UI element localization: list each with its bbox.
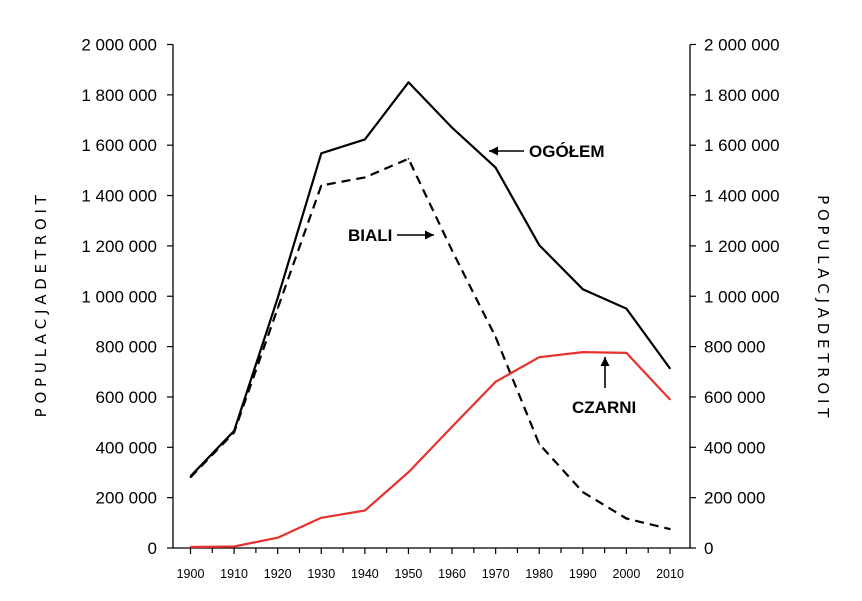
x-tick-label: 2000: [613, 567, 641, 581]
series-line-og-em: [189, 81, 671, 478]
left-y-tick-label: 1 200 000: [81, 237, 157, 256]
y-axis-label-left: P O P U L A C J A D E T R O I T: [32, 194, 50, 417]
data-point-og-em: [538, 244, 541, 246]
data-point-og-em: [407, 81, 410, 84]
x-tick-label: 1920: [264, 567, 292, 581]
data-point-czarni: [669, 398, 671, 401]
data-point-czarni: [494, 381, 497, 383]
right-y-tick-label: 1 600 000: [704, 136, 780, 155]
left-y-tick-label: 1 800 000: [81, 86, 157, 105]
data-point-og-em: [494, 166, 497, 169]
right-y-tick-label: 1 800 000: [704, 86, 780, 105]
data-point-czarni: [625, 352, 628, 354]
left-y-tick-label: 0: [148, 539, 157, 558]
data-point-czarni: [451, 425, 453, 428]
annotation-czarni: CZARNI: [572, 398, 636, 417]
data-point-biali: [625, 517, 628, 520]
data-point-biali: [494, 336, 497, 338]
left-y-tick-label: 600 000: [96, 388, 157, 407]
data-point-biali: [189, 476, 192, 479]
annotation-layer: OGÓŁEM BIALI CZARNI: [348, 142, 636, 417]
x-tick-label: 1900: [177, 567, 205, 581]
data-point-czarni: [582, 351, 584, 353]
data-point-czarni: [407, 471, 410, 474]
x-tick-label: 1940: [351, 567, 379, 581]
right-y-tick-label: 600 000: [704, 388, 765, 407]
right-y-tick-label: 0: [704, 539, 713, 558]
right-y-tick-label: 1 400 000: [704, 187, 780, 206]
data-point-og-em: [625, 307, 628, 310]
x-tick-label: 1990: [569, 567, 597, 581]
x-tick-label: 1970: [482, 567, 510, 581]
left-y-tick-label: 200 000: [96, 489, 157, 508]
data-point-biali: [276, 307, 279, 310]
y-axis-label-right: P O P U L A C J A D E T R O I T: [814, 195, 832, 418]
data-point-og-em: [451, 126, 453, 129]
left-y-tick-label: 400 000: [96, 438, 157, 457]
x-tick-label: 1950: [395, 567, 423, 581]
series-line-czarni: [190, 351, 671, 549]
left-y-tick-label: 800 000: [96, 338, 157, 357]
data-point-czarni: [538, 356, 541, 358]
data-point-czarni: [364, 509, 366, 512]
data-point-biali: [538, 443, 541, 445]
right-y-tick-label: 200 000: [704, 489, 765, 508]
annotation-ogolem: OGÓŁEM: [529, 142, 605, 161]
data-point-czarni: [276, 536, 279, 539]
data-point-og-em: [582, 288, 584, 291]
right-y-tick-label: 1 000 000: [704, 287, 780, 306]
right-y-tick-label: 2 000 000: [704, 36, 780, 55]
data-point-biali: [407, 157, 410, 160]
annotation-biali-arrow-head: [425, 230, 434, 240]
annotation-biali: BIALI: [348, 226, 392, 245]
x-tick-label: 1960: [438, 567, 466, 581]
axes: 0 0 200 000 200 000 400 000 400 000 600 000 600…: [32, 36, 832, 582]
annotation-ogolem-arrow-head: [489, 146, 498, 156]
series-layer: [189, 81, 671, 549]
data-point-biali: [669, 528, 671, 530]
data-point-biali: [451, 249, 453, 252]
series-line-biali: [189, 157, 671, 531]
data-point-og-em: [276, 297, 279, 299]
data-point-og-em: [669, 367, 671, 370]
data-point-biali: [233, 431, 235, 434]
data-point-czarni: [189, 546, 192, 548]
left-y-tick-label: 2 000 000: [81, 36, 157, 55]
x-tick-label: 1930: [307, 567, 335, 581]
data-point-og-em: [364, 138, 366, 141]
left-y-tick-label: 1 600 000: [81, 136, 157, 155]
data-point-biali: [320, 184, 323, 187]
x-tick-label: 1980: [525, 567, 553, 581]
right-y-tick-label: 400 000: [704, 438, 765, 457]
data-point-og-em: [320, 152, 323, 155]
x-tick-label: 1910: [220, 567, 248, 581]
data-point-czarni: [320, 516, 323, 519]
x-tick-label: 2010: [656, 567, 684, 581]
annotation-czarni-arrow-head: [600, 357, 610, 366]
left-y-tick-label: 1 400 000: [81, 187, 157, 206]
left-y-tick-label: 1 000 000: [81, 287, 157, 306]
data-point-biali: [582, 491, 584, 493]
data-point-biali: [364, 176, 366, 179]
data-point-czarni: [233, 545, 235, 548]
right-y-tick-label: 1 200 000: [704, 237, 780, 256]
right-y-tick-label: 800 000: [704, 338, 765, 357]
